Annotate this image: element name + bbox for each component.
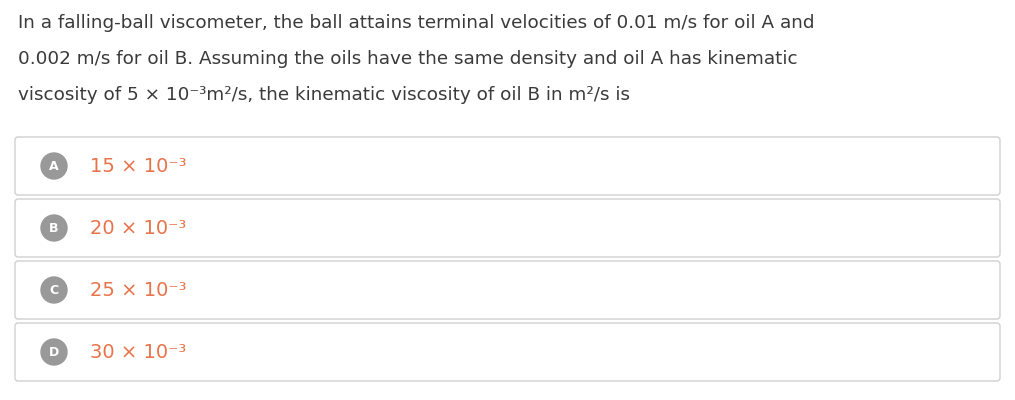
Circle shape bbox=[41, 215, 67, 241]
Text: A: A bbox=[49, 160, 59, 172]
Circle shape bbox=[41, 339, 67, 365]
FancyBboxPatch shape bbox=[15, 323, 1000, 381]
Text: 0.002 m/s for oil B. Assuming the oils have the same density and oil A has kinem: 0.002 m/s for oil B. Assuming the oils h… bbox=[18, 50, 798, 68]
Text: D: D bbox=[49, 346, 59, 358]
Text: 30 × 10⁻³: 30 × 10⁻³ bbox=[90, 342, 186, 362]
Text: 20 × 10⁻³: 20 × 10⁻³ bbox=[90, 218, 186, 238]
FancyBboxPatch shape bbox=[15, 199, 1000, 257]
Text: B: B bbox=[50, 222, 59, 234]
Circle shape bbox=[41, 277, 67, 303]
Text: In a falling-ball viscometer, the ball attains terminal velocities of 0.01 m/s f: In a falling-ball viscometer, the ball a… bbox=[18, 14, 814, 32]
Text: 15 × 10⁻³: 15 × 10⁻³ bbox=[90, 156, 187, 176]
FancyBboxPatch shape bbox=[15, 261, 1000, 319]
Text: viscosity of 5 × 10⁻³m²/s, the kinematic viscosity of oil B in m²/s is: viscosity of 5 × 10⁻³m²/s, the kinematic… bbox=[18, 86, 630, 104]
Text: C: C bbox=[50, 284, 59, 296]
FancyBboxPatch shape bbox=[15, 137, 1000, 195]
Circle shape bbox=[41, 153, 67, 179]
Text: 25 × 10⁻³: 25 × 10⁻³ bbox=[90, 280, 187, 300]
